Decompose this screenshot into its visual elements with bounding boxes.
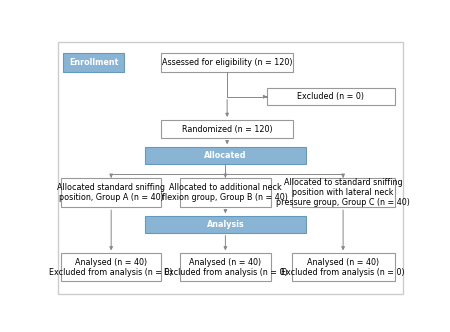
FancyBboxPatch shape: [62, 253, 161, 282]
Text: Analysis: Analysis: [207, 220, 244, 229]
FancyBboxPatch shape: [145, 147, 306, 164]
FancyBboxPatch shape: [180, 178, 271, 207]
Text: Analysed (n = 40)
Excluded from analysis (n = 0): Analysed (n = 40) Excluded from analysis…: [164, 258, 287, 277]
Text: Excluded (n = 0): Excluded (n = 0): [297, 92, 364, 101]
Text: Assessed for eligibility (n = 120): Assessed for eligibility (n = 120): [162, 58, 292, 67]
Text: Allocated to standard sniffing
position with lateral neck
pressure group, Group : Allocated to standard sniffing position …: [276, 178, 410, 208]
FancyBboxPatch shape: [161, 120, 293, 138]
FancyBboxPatch shape: [62, 178, 161, 207]
Text: Analysed (n = 40)
Excluded from analysis (n = 0): Analysed (n = 40) Excluded from analysis…: [50, 258, 173, 277]
Text: Allocated: Allocated: [204, 151, 247, 160]
FancyBboxPatch shape: [292, 178, 395, 207]
Text: Enrollment: Enrollment: [69, 58, 118, 67]
Text: Allocated to additional neck
flexion group, Group B (n = 40): Allocated to additional neck flexion gro…: [162, 183, 288, 202]
FancyBboxPatch shape: [292, 253, 395, 282]
Text: Analysed (n = 40)
Excluded from analysis (n = 0): Analysed (n = 40) Excluded from analysis…: [281, 258, 405, 277]
Text: Allocated standard sniffing
position, Group A (n = 40): Allocated standard sniffing position, Gr…: [57, 183, 165, 202]
FancyBboxPatch shape: [63, 53, 124, 72]
FancyBboxPatch shape: [267, 88, 395, 105]
Text: Randomized (n = 120): Randomized (n = 120): [182, 124, 272, 133]
FancyBboxPatch shape: [145, 216, 306, 233]
FancyBboxPatch shape: [58, 42, 403, 294]
FancyBboxPatch shape: [161, 53, 293, 72]
FancyBboxPatch shape: [180, 253, 271, 282]
